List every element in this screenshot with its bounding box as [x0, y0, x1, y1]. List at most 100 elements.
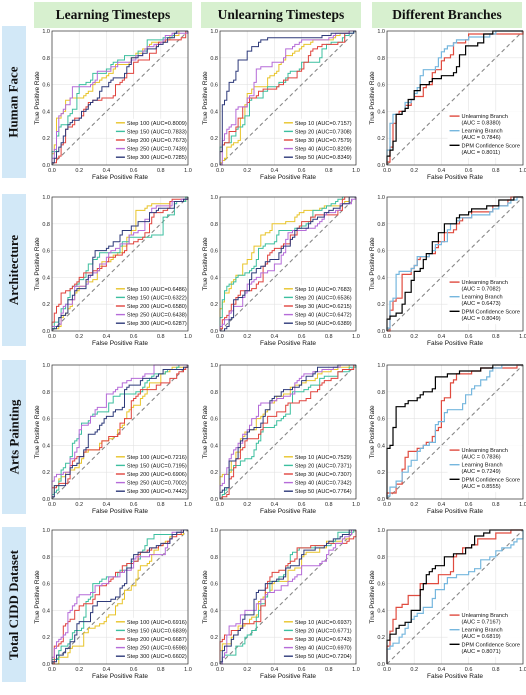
y-tick-label: 0.6 [42, 249, 50, 255]
roc-curve-1 [219, 196, 356, 331]
y-tick-label: 0.8 [42, 555, 50, 561]
col-header-learning: Learning Timesteps [34, 2, 192, 28]
roc-chart-r2-c0: 0.00.0 0.2 0.2 0.4 0.4 0.6 0.6 0.8 0.8 1.0 1.0 Fals… [34, 363, 192, 515]
plot-frame [51, 30, 189, 166]
x-tick-label: 1.0 [352, 334, 360, 340]
y-tick-label: 0.0 [210, 329, 218, 335]
legend-entry: Unlearning Branch [462, 613, 508, 619]
x-tick-label: 0.6 [465, 334, 473, 340]
y-axis-label: True Positive Rate [34, 71, 41, 125]
y-tick-label: 1.0 [42, 195, 50, 201]
y-tick-label: 0.6 [377, 249, 385, 255]
x-tick-label: 0.6 [130, 667, 138, 673]
y-tick-label: 0.8 [210, 222, 218, 228]
y-tick-label: 0.4 [210, 608, 218, 614]
x-tick-label: 0.2 [243, 667, 251, 673]
legend-entry-auc: (AUC = 0.8380) [462, 121, 501, 127]
plot-frame [219, 364, 357, 500]
y-tick-label: 0.4 [42, 109, 50, 115]
legend-entry: Step 100 (AUC=0.6486) [127, 287, 187, 293]
roc-curve-3 [51, 529, 188, 664]
legend-entry: Step 10 (AUC=0.6937) [295, 620, 352, 626]
legend-entry: Learning Branch [462, 295, 503, 301]
x-axis-label: False Positive Rate [427, 508, 483, 515]
roc-curve-4 [219, 30, 356, 165]
y-tick-label: 1.0 [42, 528, 50, 534]
roc-curve-4 [51, 30, 188, 165]
x-tick-label: 0.2 [243, 334, 251, 340]
x-tick-label: 0.4 [271, 502, 279, 508]
legend-entry: Step 150 (AUC=0.7833) [127, 129, 187, 135]
legend-entry: Unlearning Branch [462, 280, 508, 286]
y-tick-label: 0.4 [377, 275, 385, 281]
y-tick-label: 0.0 [42, 497, 50, 503]
x-axis-label: False Positive Rate [92, 508, 148, 515]
y-tick-label: 0.8 [377, 390, 385, 396]
y-axis-label: True Positive Rate [34, 570, 41, 624]
roc-curve-0 [51, 30, 188, 165]
roc-curve-4 [51, 197, 189, 331]
x-tick-label: 0.4 [103, 168, 111, 174]
roc-chart-r1-c2: 0.00.0 0.2 0.2 0.4 0.4 0.6 0.6 0.8 0.8 1.0 1.0 Fals… [369, 195, 526, 347]
y-tick-label: 0.4 [377, 109, 385, 115]
x-tick-label: 0.8 [492, 168, 500, 174]
legend-entry: Step 50 (AUC=0.7204) [295, 654, 352, 660]
roc-curve-4 [51, 365, 189, 499]
x-tick-label: 0.6 [298, 667, 306, 673]
x-tick-label: 0.4 [271, 168, 279, 174]
y-tick-label: 0.0 [210, 497, 218, 503]
roc-chart-r1-c1: 0.00.0 0.2 0.2 0.4 0.4 0.6 0.6 0.8 0.8 1.0 1.0 Fals… [202, 195, 360, 347]
legend-entry-auc: (AUC = 0.8071) [462, 649, 501, 655]
y-tick-label: 0.4 [42, 608, 50, 614]
legend-entry: Step 150 (AUC=0.6322) [127, 295, 187, 301]
chance-diagonal [51, 196, 189, 332]
x-tick-label: 0.0 [216, 168, 224, 174]
x-tick-label: 1.0 [184, 334, 192, 340]
y-axis-label: True Positive Rate [369, 570, 376, 624]
legend-entry: Step 250 (AUC=0.6598) [127, 646, 187, 652]
x-tick-label: 0.6 [465, 168, 473, 174]
y-tick-label: 0.6 [42, 417, 50, 423]
plot-frame [386, 30, 524, 166]
x-tick-label: 0.4 [438, 334, 446, 340]
y-tick-label: 0.2 [377, 302, 385, 308]
y-tick-label: 1.0 [377, 29, 385, 35]
legend-entry: Step 50 (AUC=0.7764) [295, 489, 352, 495]
roc-chart-r2-c2: 0.00.0 0.2 0.2 0.4 0.4 0.6 0.6 0.8 0.8 1.0 1.0 Fals… [369, 363, 526, 515]
x-tick-label: 0.8 [325, 168, 333, 174]
x-tick-label: 0.4 [103, 667, 111, 673]
y-tick-label: 0.6 [210, 582, 218, 588]
y-axis-label: True Positive Rate [34, 237, 41, 291]
roc-chart-r0-c0: 0.00.0 0.2 0.2 0.4 0.4 0.6 0.6 0.8 0.8 1.0 1.0 Fals… [34, 29, 192, 181]
x-tick-label: 0.2 [75, 168, 83, 174]
y-tick-label: 1.0 [377, 195, 385, 201]
x-axis-label: False Positive Rate [427, 340, 483, 347]
y-tick-label: 0.2 [210, 302, 218, 308]
legend-box [447, 445, 523, 493]
legend-box [281, 118, 356, 165]
x-tick-label: 0.2 [243, 168, 251, 174]
legend-entry: Step 20 (AUC=0.7371) [295, 463, 352, 469]
x-tick-label: 0.4 [438, 502, 446, 508]
x-tick-label: 0.4 [438, 667, 446, 673]
legend-entry: DPM Confidence Score [462, 143, 520, 149]
legend-entry: Step 30 (AUC=0.6743) [295, 637, 352, 643]
legend-entry-auc: (AUC = 0.7846) [462, 135, 501, 141]
legend-box [113, 118, 188, 165]
x-tick-label: 1.0 [519, 667, 526, 673]
y-tick-label: 1.0 [377, 528, 385, 534]
x-tick-label: 0.8 [157, 168, 165, 174]
legend-entry: Step 100 (AUC=0.8009) [127, 121, 187, 127]
x-tick-label: 0.4 [103, 502, 111, 508]
y-tick-label: 0.8 [377, 222, 385, 228]
row-header-architecture-label: Architecture [6, 234, 21, 306]
legend-entry: Step 20 (AUC=0.6536) [295, 295, 352, 301]
roc-curve-2 [219, 196, 356, 331]
x-tick-label: 1.0 [519, 168, 526, 174]
roc-curve-4 [220, 196, 356, 332]
roc-chart-r3-c0: 0.00.0 0.2 0.2 0.4 0.4 0.6 0.6 0.8 0.8 1.0 1.0 Fals… [34, 528, 192, 680]
legend-entry: Step 20 (AUC=0.6771) [295, 628, 352, 634]
chance-diagonal [386, 529, 524, 665]
legend-entry-auc: (AUC = 0.6819) [462, 634, 501, 640]
y-tick-label: 0.0 [42, 662, 50, 668]
